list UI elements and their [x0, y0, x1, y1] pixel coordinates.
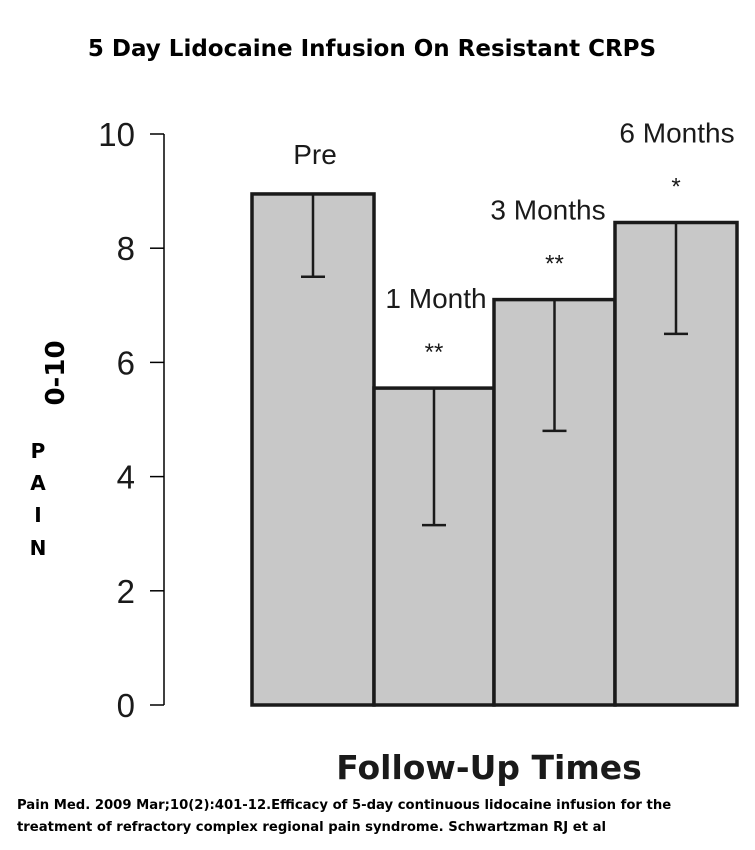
category-label-1-month: 1 Month — [385, 283, 486, 314]
bar-pre — [250, 192, 376, 707]
pain-letter-i: I — [34, 503, 41, 527]
significance-3-months: ** — [545, 251, 564, 278]
significance-6-months: * — [671, 174, 680, 201]
y-tick-label-6: 6 — [117, 344, 135, 381]
y-tick-label-8: 8 — [117, 230, 135, 267]
y-tick-label-2: 2 — [117, 573, 135, 610]
category-label-3-months: 3 Months — [490, 195, 605, 226]
significance-1-month: ** — [425, 339, 444, 366]
category-label-pre: Pre — [293, 139, 337, 170]
y-tick-label-4: 4 — [117, 459, 135, 496]
y-tick-label-0: 0 — [117, 687, 135, 724]
pain-letter-n: N — [30, 536, 47, 560]
y-axis-label: 0-10 — [41, 340, 71, 405]
chart-title: 5 Day Lidocaine Infusion On Resistant CR… — [88, 36, 656, 62]
y-tick-label-10: 10 — [98, 116, 135, 153]
citation-line-2: treatment of refractory complex regional… — [17, 820, 606, 835]
error-bars — [301, 193, 688, 527]
category-label-6-months: 6 Months — [619, 118, 734, 149]
pain-letter-a: A — [30, 471, 46, 495]
y-axis: 0 2 4 6 8 10 — [98, 116, 165, 724]
citation-line-1: Pain Med. 2009 Mar;10(2):401-12.Efficacy… — [17, 798, 671, 813]
bars — [250, 192, 739, 707]
pain-letter-p: P — [31, 439, 46, 463]
category-labels: Pre 1 Month ** 3 Months ** 6 Months * — [293, 118, 734, 367]
x-axis-label: Follow-Up Times — [336, 748, 642, 787]
y-ticks: 0 2 4 6 8 10 — [98, 116, 164, 724]
